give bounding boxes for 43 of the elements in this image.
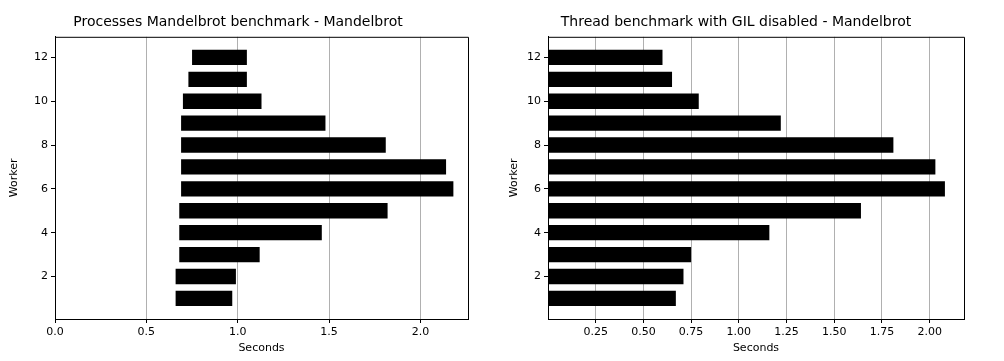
y-tick-label: 12	[34, 50, 48, 64]
x-tick-label: 1.50	[821, 325, 847, 339]
y-tick-label: 10	[34, 94, 48, 108]
x-tick-label: 1.5	[320, 325, 338, 339]
x-tick-label: 1.00	[726, 325, 752, 339]
bar	[181, 137, 386, 153]
bar	[175, 268, 236, 285]
x-tick-label: 0.5	[137, 325, 156, 339]
bar	[181, 181, 454, 197]
y-axis-title: Worker	[507, 158, 521, 198]
x-axis-title: Seconds	[238, 341, 285, 355]
chart-title: Thread benchmark with GIL disabled - Mandelbrot	[559, 13, 912, 30]
x-tick-label: 0.75	[678, 325, 704, 339]
x-tick-label: 0.50	[631, 325, 656, 339]
bar	[179, 246, 260, 263]
x-tick-label: 1.0	[228, 325, 247, 339]
y-axis-title: Worker	[7, 158, 21, 198]
x-tick-label: 0.0	[46, 325, 64, 339]
bar	[188, 71, 247, 87]
bar	[179, 203, 388, 219]
y-tick-label: 8	[534, 137, 541, 151]
chart-title: Processes Mandelbrot benchmark - Mandelbrot	[73, 13, 404, 30]
bar	[179, 225, 322, 241]
bar	[182, 93, 262, 109]
bar	[192, 49, 247, 66]
y-tick-label: 4	[534, 225, 541, 239]
y-tick-label: 2	[41, 269, 48, 283]
y-tick-label: 6	[41, 181, 48, 195]
bar	[181, 115, 326, 131]
x-tick-label: 2.0	[411, 325, 430, 339]
x-tick-label: 2.00	[917, 325, 942, 339]
y-tick-label: 10	[527, 94, 541, 108]
bar	[181, 159, 447, 175]
y-tick-label: 12	[527, 50, 541, 64]
x-tick-label: 0.25	[583, 325, 608, 339]
y-tick-label: 2	[534, 269, 541, 283]
x-tick-label: 1.25	[774, 325, 799, 339]
y-tick-label: 8	[41, 137, 48, 151]
y-tick-label: 6	[534, 181, 541, 195]
bar	[175, 290, 233, 307]
y-tick-label: 4	[41, 225, 48, 239]
x-axis-title: Seconds	[732, 341, 780, 355]
x-tick-label: 1.75	[869, 325, 895, 339]
